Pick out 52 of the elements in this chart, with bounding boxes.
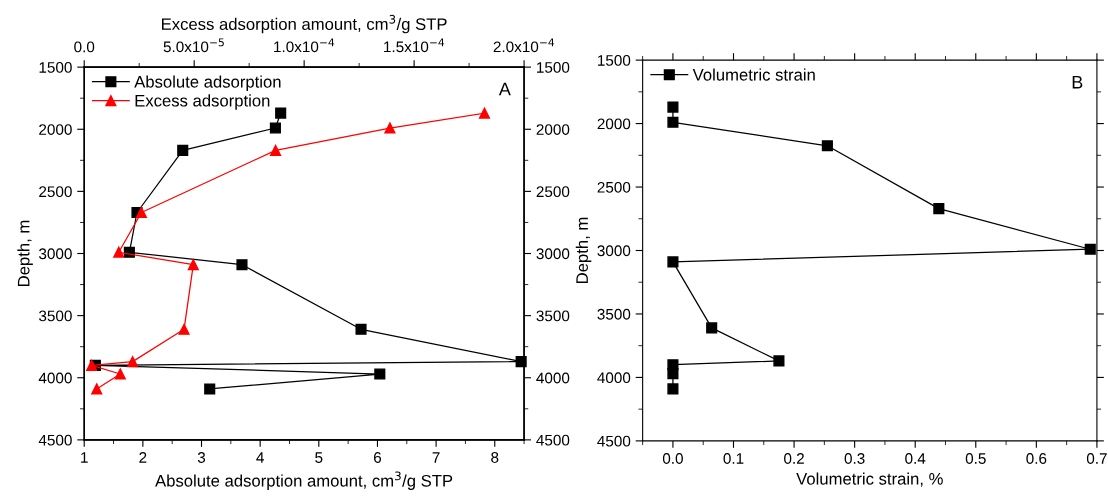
y2-tick-label: 3500: [536, 310, 570, 322]
y-tick-label: 3000: [597, 245, 631, 257]
x-axis-title: Absolute adsorption amount, cm$^{3}$/g STP: [155, 471, 453, 490]
y-axis-title: Depth, m: [575, 217, 592, 283]
y-tick-label: 4000: [597, 372, 631, 384]
x-tick-label: 1: [81, 452, 88, 463]
y-tick-label: 3500: [39, 310, 72, 322]
y2-tick-label: 4000: [536, 372, 570, 384]
y-tick-label: 2500: [597, 181, 631, 193]
x2-tick-label: 1.0x10$^{−4}$: [274, 38, 335, 53]
y-tick-label: 2000: [597, 118, 631, 130]
x-tick-label: 7: [432, 452, 440, 463]
x-tick-label: 6: [373, 452, 382, 463]
x-tick-label: 4: [256, 452, 264, 463]
x-tick-label: 0.0: [662, 453, 683, 464]
annotation: A: [498, 82, 511, 96]
x-tick-label: 2: [139, 452, 147, 463]
x-tick-label: 5: [315, 452, 323, 463]
x-tick-label: 0.6: [1026, 453, 1047, 464]
x2-tick-label: 5.0x10$^{−5}$: [163, 38, 224, 53]
y-tick-label: 2500: [39, 186, 72, 198]
x2-axis-title: Excess adsorption amount, cm$^{3}$/g STP: [162, 14, 447, 34]
x2-tick-label: 0.0: [74, 41, 95, 53]
x2-tick-label: 2.0x10$^{−4}$: [493, 38, 555, 53]
y-axis-title: Depth, m: [17, 220, 33, 286]
y2-tick-label: 4500: [536, 434, 570, 446]
y-tick-label: 1500: [39, 62, 72, 73]
y-tick-label: 3500: [597, 308, 631, 320]
legend-label: Excess adsorption: [135, 94, 270, 110]
y-tick-label: 3000: [39, 248, 72, 260]
x-tick-label: 8: [491, 452, 499, 463]
y2-tick-label: 2500: [536, 186, 570, 198]
x-tick-label: 0.2: [784, 453, 804, 464]
x-tick-label: 0.5: [965, 453, 986, 464]
y-tick-label: 4000: [38, 372, 72, 384]
annotation: B: [1072, 76, 1083, 89]
x-axis-title: Volumetric strain, %: [796, 472, 943, 487]
legend-label: Absolute adsorption: [134, 75, 281, 91]
y2-tick-label: 1500: [537, 62, 570, 73]
y-tick-label: 4500: [597, 435, 631, 447]
x2-tick-label: 1.5x10$^{−4}$: [384, 38, 445, 53]
x-tick-label: 3: [197, 452, 206, 463]
y2-tick-label: 3000: [536, 248, 570, 260]
legend-label: Volumetric strain: [692, 68, 815, 81]
x-tick-label: 0.3: [844, 453, 865, 464]
y-tick-label: 2000: [39, 124, 72, 135]
x-tick-label: 0.4: [905, 453, 926, 464]
x-tick-label: 0.1: [723, 453, 744, 464]
y-tick-label: 1500: [598, 54, 631, 66]
x-tick-label: 0.7: [1086, 453, 1107, 464]
y-tick-label: 4500: [38, 434, 72, 446]
y2-tick-label: 2000: [536, 124, 570, 135]
